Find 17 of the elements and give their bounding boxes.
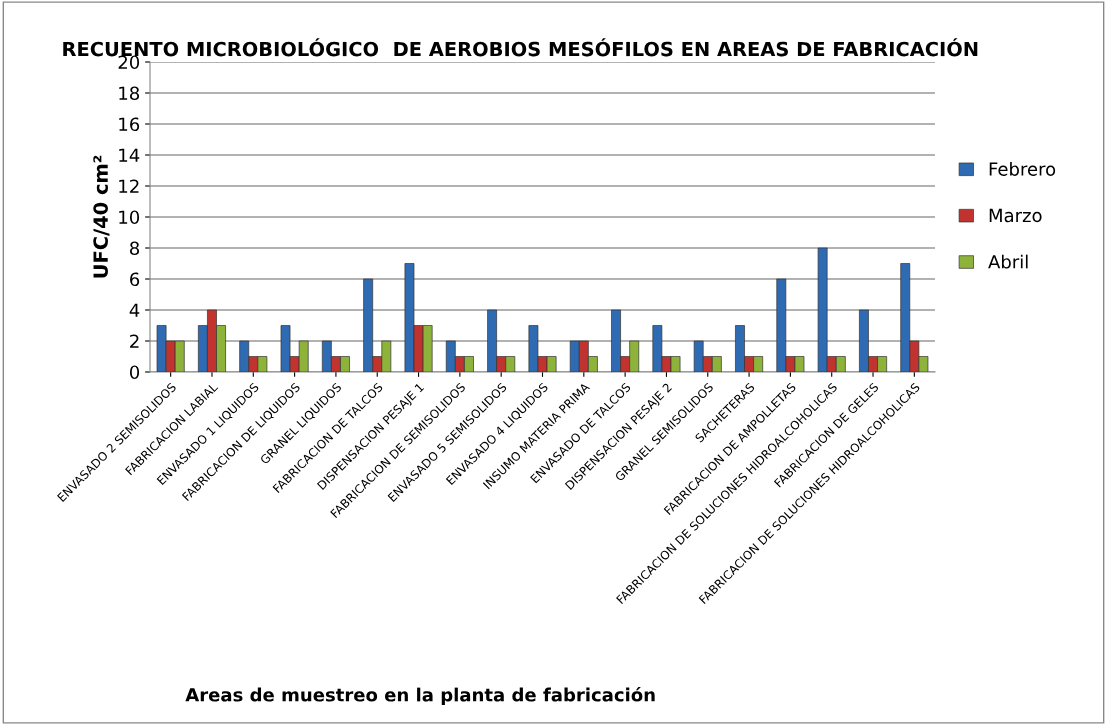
legend-label: Febrero [989,161,1056,176]
y-tick-label: 0 [129,365,140,380]
y-tick-label: 8 [130,241,140,256]
y-tick-label: 18 [119,86,140,101]
y-axis-title: UFC/40 cm² [93,155,110,278]
y-tick-label: 4 [129,303,140,317]
y-tick-label: 6 [130,272,140,287]
y-tick-label: 12 [119,179,139,193]
legend-label: Abril [988,254,1028,269]
y-tick-label: 16 [119,117,140,132]
y-tick-label: 14 [119,148,140,162]
y-tick-label: 20 [118,55,140,70]
x-axis-title: Areas de muestreo en la planta de fabricación [185,686,655,706]
y-tick-label: 10 [119,210,140,225]
chart-title: RECUENTO MICROBIOLÓGICO DE AEROBIOS MESÓFILOS EN AREAS DE FABRICACIÓN [63,38,978,57]
legend-label: Marzo [989,208,1042,223]
y-tick-label: 2 [130,334,139,348]
